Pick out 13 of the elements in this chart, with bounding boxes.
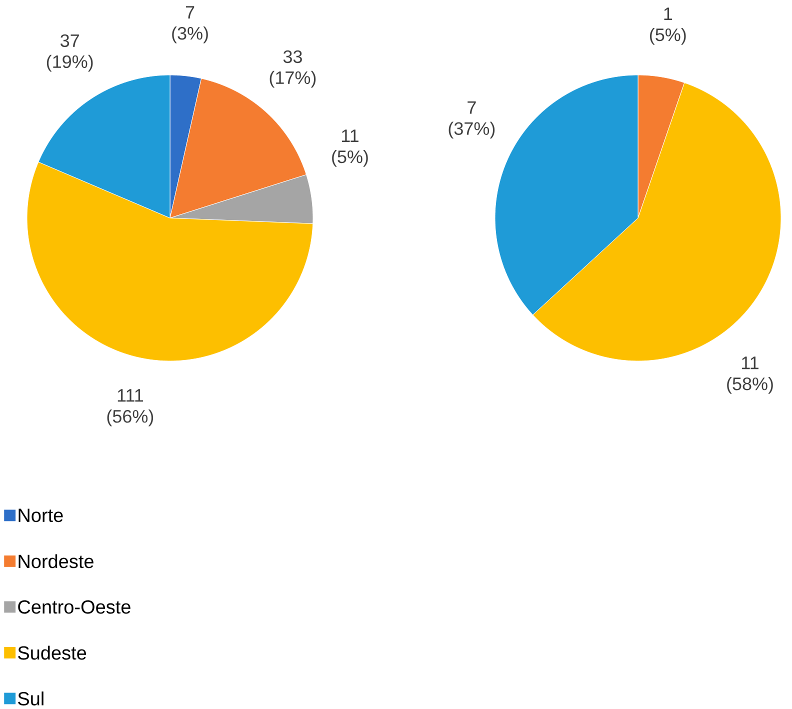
legend-label: Sul xyxy=(18,692,44,706)
data-label: 1 (5%) xyxy=(650,8,686,45)
data-label: 11 (58%) xyxy=(727,356,773,394)
data-label: 7 (3%) xyxy=(172,6,208,44)
data-label: 111 (56%) xyxy=(107,389,154,426)
data-label: 33 (17%) xyxy=(270,50,316,88)
legend-label: Sudeste xyxy=(18,646,86,660)
data-label: 7 (37%) xyxy=(448,101,495,139)
legend-label: Centro-Oeste xyxy=(18,600,130,614)
data-label: 37 (19%) xyxy=(46,34,93,72)
data-label: 11 (5%) xyxy=(332,130,368,167)
legend-label: Nordeste xyxy=(18,554,94,568)
legend-label: Norte xyxy=(18,508,63,522)
